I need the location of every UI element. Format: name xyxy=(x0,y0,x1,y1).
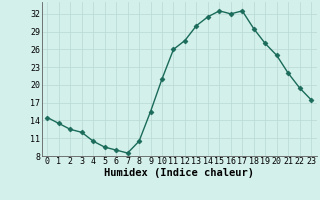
X-axis label: Humidex (Indice chaleur): Humidex (Indice chaleur) xyxy=(104,168,254,178)
